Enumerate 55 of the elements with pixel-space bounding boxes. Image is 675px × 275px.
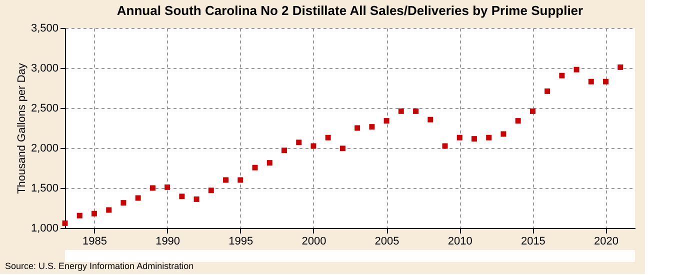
- point: [559, 72, 565, 78]
- x-tick-label: 1990: [156, 236, 180, 248]
- point: [398, 108, 404, 114]
- point: [120, 200, 126, 206]
- point: [325, 134, 331, 140]
- point: [106, 207, 112, 213]
- y-tick-label: 1,500: [30, 182, 58, 194]
- point: [194, 196, 200, 202]
- y-tick-label: 2,500: [30, 102, 58, 114]
- x-tick-label: 2000: [302, 236, 326, 248]
- x-tick-label: 1985: [82, 236, 107, 248]
- point: [413, 108, 419, 114]
- point: [223, 177, 229, 183]
- point: [354, 125, 360, 131]
- point: [340, 146, 346, 152]
- chart-title: Annual South Carolina No 2 Distillate All Sales/Deliveries by Prime Supplier: [116, 3, 584, 18]
- y-axis-title: Thousand Gallons per Day: [16, 62, 28, 194]
- y-tick-label: 1,000: [30, 222, 58, 234]
- y-tick-label: 3,500: [30, 22, 58, 34]
- point: [369, 124, 375, 130]
- point: [208, 188, 214, 194]
- point: [456, 134, 462, 140]
- x-tick-label: 2010: [448, 236, 472, 248]
- point: [164, 184, 170, 190]
- x-tick-label: 2020: [594, 236, 619, 248]
- point: [91, 210, 97, 216]
- point: [500, 131, 506, 137]
- point: [428, 116, 434, 122]
- point: [281, 148, 287, 154]
- point: [252, 164, 258, 170]
- point: [296, 140, 302, 146]
- point: [471, 136, 477, 142]
- point: [310, 143, 316, 149]
- x-tick-label: 1995: [228, 236, 254, 248]
- point: [588, 78, 594, 84]
- point: [544, 88, 550, 94]
- point: [150, 185, 156, 191]
- point: [135, 195, 141, 201]
- point: [179, 194, 185, 200]
- point: [530, 108, 536, 114]
- point: [384, 118, 390, 124]
- point: [62, 220, 68, 226]
- point: [238, 177, 244, 183]
- x-tick-label: 2015: [520, 236, 546, 248]
- point: [574, 66, 580, 72]
- point: [76, 212, 82, 218]
- x-tick-label: 2005: [374, 236, 400, 248]
- point: [515, 118, 521, 124]
- point: [618, 64, 624, 70]
- point: [486, 134, 492, 140]
- point: [603, 78, 609, 84]
- y-tick-label: 3,000: [30, 62, 58, 74]
- source-note: Source: U.S. Energy Information Administration: [5, 261, 194, 271]
- point: [266, 160, 272, 166]
- y-tick-label: 2,000: [30, 142, 58, 154]
